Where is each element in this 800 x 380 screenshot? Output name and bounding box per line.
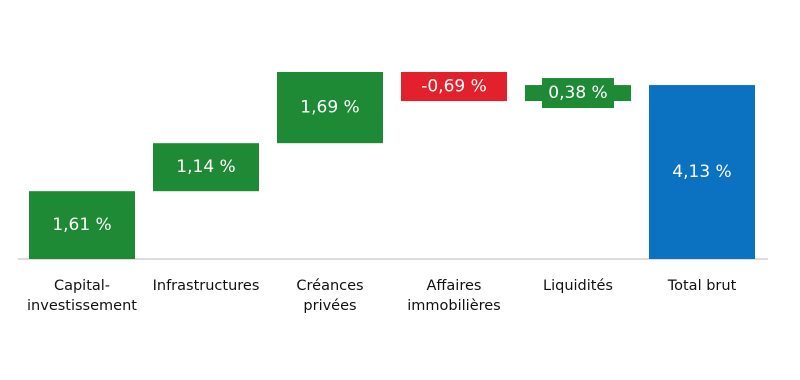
x-tick-label: Créances privées	[296, 278, 364, 314]
value-label: 1,69 %	[300, 98, 359, 118]
value-label: -0,69 %	[421, 77, 487, 97]
bar	[277, 72, 383, 144]
bar	[649, 85, 755, 259]
value-label: 1,61 %	[52, 215, 111, 235]
value-label: 0,38 %	[548, 83, 607, 103]
bar	[401, 72, 507, 102]
x-tick-label: Capital- investissement	[27, 278, 137, 314]
bar-label-box	[542, 78, 614, 109]
x-tick-label: Liquidités	[543, 278, 613, 294]
value-label: 4,13 %	[672, 162, 731, 182]
x-tick-label: Total brut	[667, 278, 737, 294]
x-tick-label: Affaires immobilières	[407, 278, 501, 314]
value-label: 1,14 %	[176, 157, 235, 177]
x-tick-label: Infrastructures	[152, 278, 260, 294]
bar	[29, 191, 135, 259]
bar	[153, 143, 259, 192]
